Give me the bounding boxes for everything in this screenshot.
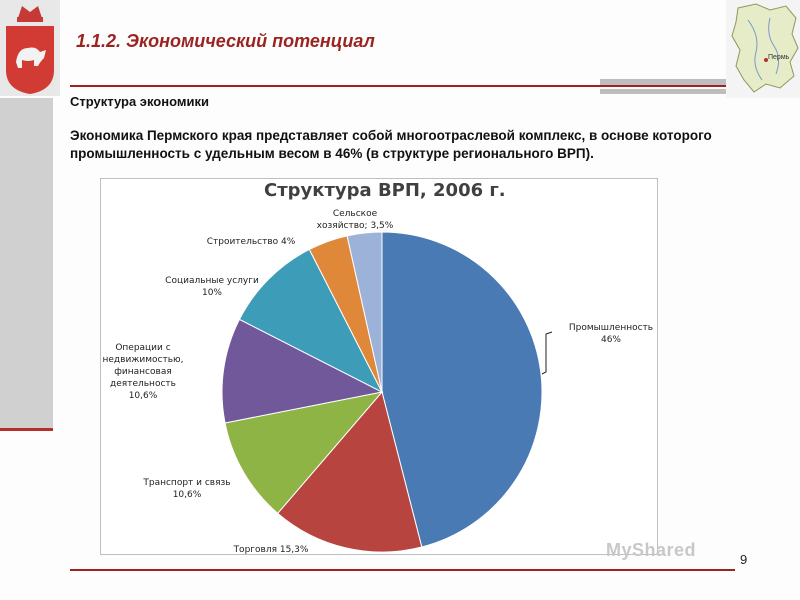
- title-grey-bar: [600, 89, 727, 94]
- label-trade: Торговля 15,3%: [233, 545, 309, 555]
- label-transport: Транспорт и связь 10,6%: [128, 477, 246, 501]
- page-number: 9: [740, 552, 748, 567]
- coat-of-arms-logo: [0, 0, 60, 96]
- pie-slice-5: [238, 248, 384, 394]
- pie-slice-7: [346, 231, 383, 393]
- label-industry: Промышленность 46%: [556, 322, 666, 346]
- title-underline: [70, 85, 727, 87]
- pie-slice-1: [381, 231, 543, 548]
- label-construction: Строительство 4%: [206, 237, 296, 247]
- label-real-estate-value: 10,6%: [128, 391, 158, 401]
- section-subtitle: Структура экономики: [70, 94, 209, 109]
- label-transport-value: 10,6%: [172, 490, 202, 500]
- chart-title: Структура ВРП, 2006 г.: [264, 180, 506, 201]
- industry-leader-line: [541, 331, 553, 375]
- left-decor-red-line: [0, 428, 53, 431]
- label-real-estate-3: финансовая: [114, 367, 172, 377]
- left-decor-bar: [0, 98, 53, 428]
- label-social-name: Социальные услуги: [165, 276, 259, 286]
- label-real-estate-2: недвижимостью,: [102, 355, 184, 365]
- map-city-label: Пермь: [768, 54, 790, 61]
- bottom-divider: [70, 569, 735, 571]
- title-grey-bar: [600, 79, 727, 85]
- pie-slice-4: [221, 318, 384, 424]
- label-real-estate-4: деятельность: [110, 379, 176, 389]
- watermark-text: MyShared: [606, 540, 697, 560]
- label-social: Социальные услуги 10%: [152, 275, 272, 299]
- body-paragraph: Экономика Пермского края представляет со…: [70, 128, 712, 161]
- label-transport-name: Транспорт и связь: [143, 478, 231, 488]
- pie-slice-2: [277, 390, 423, 553]
- slide-title: 1.1.2. Экономический потенциал: [76, 31, 375, 51]
- label-agriculture-value: хозяйство; 3,5%: [316, 221, 394, 231]
- label-agriculture: Сельское хозяйство; 3,5%: [310, 208, 400, 232]
- label-real-estate-1: Операции с: [115, 343, 171, 353]
- label-social-value: 10%: [201, 288, 222, 298]
- label-industry-value: 46%: [600, 335, 621, 345]
- label-agriculture-name: Сельское: [332, 209, 378, 219]
- label-industry-name: Промышленность: [568, 323, 654, 333]
- label-real-estate: Операции с недвижимостью, финансовая дея…: [88, 342, 198, 402]
- pie-slice-3: [224, 391, 384, 515]
- region-map-image: Пермь: [726, 0, 800, 98]
